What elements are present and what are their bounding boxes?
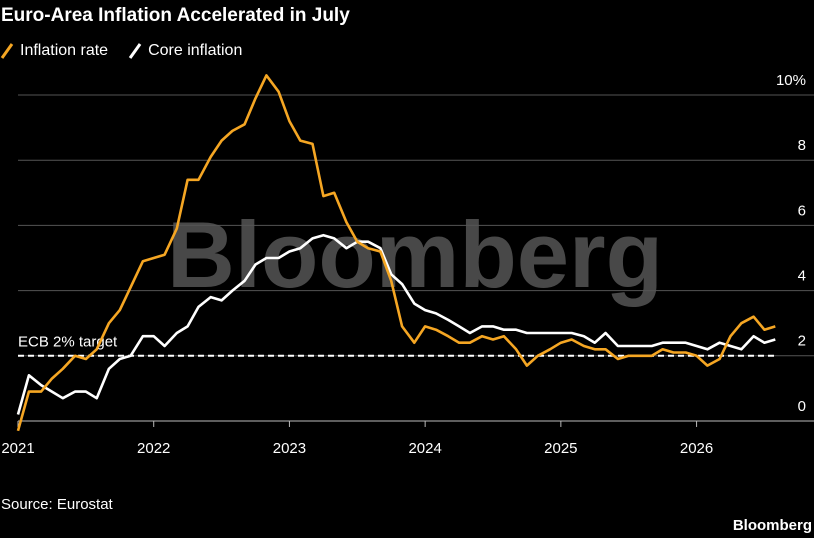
legend-label: Inflation rate [20, 42, 108, 59]
x-tick-label: 2023 [273, 440, 306, 457]
chart-title: Euro-Area Inflation Accelerated in July [1, 5, 350, 26]
x-tick-label: 2025 [544, 440, 577, 457]
brand: Bloomberg [733, 517, 812, 534]
y-tick-label: 4 [798, 268, 806, 285]
legend-swatch [0, 43, 14, 59]
x-tick-label: 2026 [680, 440, 713, 457]
watermark: Bloomberg [167, 202, 663, 307]
y-tick-label: 10% [776, 72, 806, 89]
y-tick-label: 6 [798, 202, 806, 219]
x-tick-label: 2021 [1, 440, 34, 457]
x-tick-label: 2022 [137, 440, 170, 457]
series-line [16, 233, 776, 415]
legend-swatch [128, 43, 142, 59]
legend-label: Core inflation [148, 42, 242, 59]
source: Source: Eurostat [1, 496, 114, 513]
y-tick-label: 8 [798, 137, 806, 154]
y-tick-label: 2 [798, 333, 806, 350]
y-tick-label: 0 [798, 398, 806, 415]
x-tick-label: 2024 [408, 440, 441, 457]
reference-label: ECB 2% target [18, 334, 118, 351]
series-line [16, 74, 776, 432]
